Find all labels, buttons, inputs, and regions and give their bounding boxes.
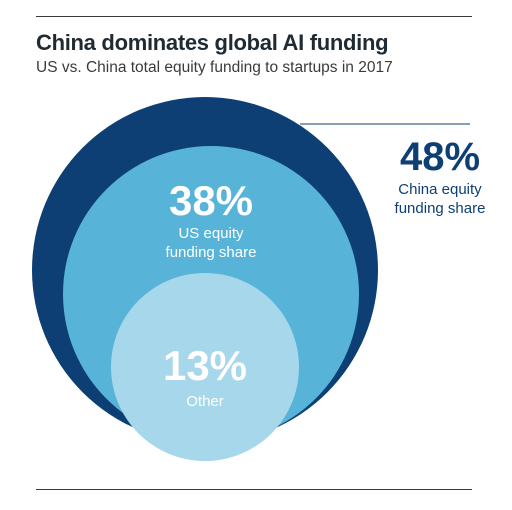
us-label-line-2: funding share — [166, 244, 257, 261]
chart-subtitle: US vs. China total equity funding to sta… — [36, 59, 393, 76]
top-rule — [36, 16, 472, 17]
us-label-line-1: US equity — [178, 225, 244, 242]
china-label-line-2: funding share — [395, 200, 486, 217]
chart-title: China dominates global AI funding — [36, 30, 389, 55]
other-pct-label: 13% — [163, 342, 247, 389]
china-pct-label: 48% — [400, 135, 480, 179]
other-label-line-1: Other — [186, 393, 224, 410]
bottom-rule — [36, 489, 472, 490]
china-label-line-1: China equity — [398, 181, 482, 198]
circle-other — [111, 273, 299, 461]
us-pct-label: 38% — [169, 177, 253, 224]
